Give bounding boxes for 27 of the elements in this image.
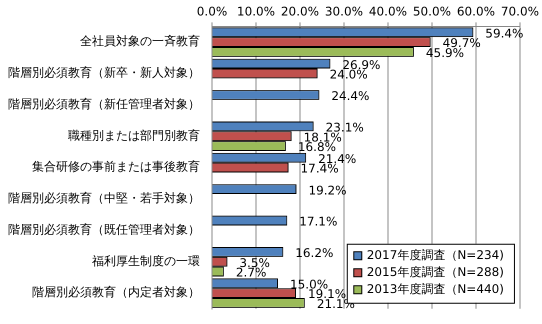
y-tick-label: 階層別必須教育（新任管理者対象） (8, 96, 200, 111)
x-tick-label: 0.0% (196, 4, 228, 18)
legend-label: 2013年度調査（N=440) (366, 282, 504, 296)
data-label: 17.1% (299, 214, 338, 229)
x-tick-label: 30.0% (324, 4, 364, 18)
data-label: 24.4% (331, 89, 370, 104)
legend-label: 2017年度調査（N=234) (366, 248, 504, 262)
data-label: 59.4% (485, 26, 524, 40)
x-tick-label: 50.0% (412, 4, 452, 18)
x-tick-label: 70.0% (500, 4, 539, 18)
y-tick-label: 階層別必須教育（既任管理者対象） (8, 222, 200, 236)
y-tick-label: 福利厚生制度の一環 (92, 254, 200, 268)
x-tick-label: 10.0% (236, 4, 276, 18)
data-label: 17.4% (300, 162, 339, 176)
x-tick-label: 20.0% (280, 4, 320, 18)
y-tick-label: 職種別または部門別教育 (68, 128, 200, 142)
y-tick-label: 階層別必須教育（内定者対象） (32, 285, 200, 300)
y-tick-label: 階層別必須教育（新卒・新人対象） (8, 66, 200, 80)
data-label: 16.2% (295, 246, 334, 260)
y-tick-label: 階層別必須教育（中堅・若手対象） (8, 191, 200, 206)
legend-label: 2015年度調査（N=288) (366, 264, 504, 279)
y-tick-label: 集合研修の事前または事後教育 (32, 160, 200, 174)
data-label: 45.9% (426, 46, 464, 60)
x-tick-label: 60.0% (456, 4, 496, 18)
data-label: 19.2% (308, 183, 347, 198)
x-tick-label: 40.0% (368, 4, 408, 18)
y-tick-label: 全社員対象の一斉教育 (80, 34, 200, 48)
